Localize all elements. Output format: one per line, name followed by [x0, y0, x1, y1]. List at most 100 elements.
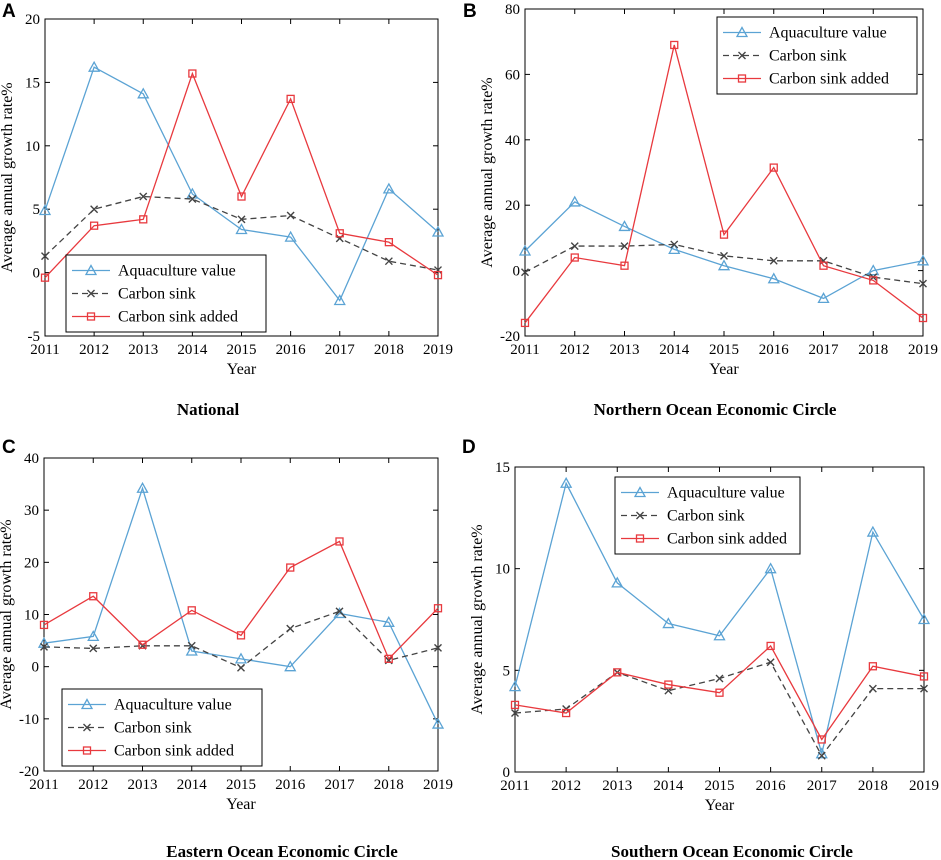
- legend-label: Aquaculture value: [114, 697, 232, 714]
- legend-marker: [735, 26, 749, 38]
- data-point: [139, 215, 148, 224]
- data-point: [188, 69, 197, 78]
- series-aquaculture: [518, 195, 930, 304]
- y-axis-label: Average annual growth rate%: [479, 77, 496, 267]
- legend-entry: Carbon sink: [621, 508, 745, 525]
- legend-label: Carbon sink added: [667, 531, 787, 548]
- y-tick-label: 0: [33, 266, 41, 282]
- legend-box: [65, 254, 267, 333]
- data-point: [866, 525, 879, 537]
- data-point: [384, 654, 393, 663]
- data-point: [186, 187, 199, 199]
- data-point: [670, 40, 679, 50]
- y-tick-label: 0: [503, 765, 511, 781]
- data-point: [662, 617, 675, 629]
- legend-label: Carbon sink added: [769, 71, 889, 88]
- y-tick-label: 80: [505, 2, 520, 18]
- x-tick-label: 2011: [29, 777, 58, 793]
- x-tick-label: 2012: [551, 778, 581, 794]
- data-point: [335, 229, 344, 238]
- data-point: [713, 629, 726, 641]
- data-point: [511, 709, 519, 718]
- data-point: [510, 700, 520, 710]
- panel-b: B -20 0 20 40 60 80 2011 2012 2013 2014 2015 2016 201…: [463, 1, 938, 419]
- x-tick-label: 2019: [909, 778, 939, 794]
- y-tick-label: 0: [32, 660, 40, 676]
- y-tick-label: -10: [19, 712, 39, 728]
- data-point: [919, 672, 929, 681]
- legend-marker: [635, 534, 645, 543]
- data-point: [561, 708, 571, 718]
- y-tick-label: 5: [503, 663, 511, 679]
- data-point: [819, 261, 828, 270]
- series-carbon-sink: [521, 240, 927, 288]
- data-point: [917, 613, 931, 625]
- legend-marker: [737, 74, 747, 83]
- data-point: [715, 688, 724, 697]
- data-point: [431, 717, 445, 729]
- y-tick-label: 15: [495, 460, 510, 476]
- legend-entry: Carbon sink: [68, 720, 192, 737]
- data-point: [867, 264, 880, 276]
- series-line: [524, 243, 924, 285]
- data-point: [136, 481, 149, 493]
- data-point: [333, 294, 346, 306]
- x-tick-label: 2016: [759, 342, 790, 358]
- data-point: [766, 641, 775, 651]
- panel-letter: C: [2, 437, 16, 458]
- data-point: [335, 234, 344, 243]
- data-point: [769, 163, 778, 172]
- data-point: [382, 615, 395, 627]
- series-line: [44, 71, 439, 279]
- y-tick-label: 20: [25, 12, 40, 28]
- data-point: [521, 268, 529, 277]
- legend-marker: [636, 511, 644, 520]
- data-point: [335, 607, 344, 616]
- data-point: [570, 242, 579, 251]
- y-tick-label: 20: [24, 555, 39, 571]
- y-tick-label: 15: [25, 75, 40, 91]
- data-point: [187, 641, 196, 650]
- data-point: [434, 643, 442, 652]
- x-tick-label: 2013: [602, 778, 632, 794]
- legend-entry: Aquaculture value: [72, 263, 236, 280]
- data-point: [764, 562, 777, 574]
- series-line: [514, 644, 925, 741]
- data-point: [433, 604, 443, 613]
- legend-label: Aquaculture value: [118, 263, 236, 280]
- legend-entry: Aquaculture value: [621, 485, 785, 502]
- data-point: [769, 256, 778, 265]
- data-point: [611, 576, 624, 588]
- data-point: [237, 192, 246, 201]
- data-point: [620, 242, 629, 251]
- y-tick-label: 5: [33, 202, 41, 218]
- x-tick-label: 2019: [423, 342, 453, 358]
- data-point: [817, 751, 826, 760]
- panel-letter: D: [462, 437, 476, 458]
- legend-label: Carbon sink: [118, 286, 196, 303]
- panel-subtitle: Eastern Ocean Economic Circle: [166, 842, 398, 860]
- data-point: [520, 318, 530, 328]
- data-point: [508, 680, 522, 692]
- x-tick-label: 2011: [510, 342, 539, 358]
- x-tick-label: 2017: [807, 778, 838, 794]
- data-point: [234, 652, 248, 664]
- x-tick-label: 2016: [276, 342, 307, 358]
- legend-label: Carbon sink added: [118, 309, 238, 326]
- data-point: [384, 238, 394, 247]
- x-tick-label: 2018: [374, 342, 404, 358]
- data-point: [916, 254, 930, 266]
- data-point: [518, 244, 532, 256]
- x-tick-label: 2017: [809, 342, 840, 358]
- x-tick-label: 2012: [78, 777, 108, 793]
- series-line: [514, 481, 925, 754]
- data-point: [286, 563, 295, 572]
- x-tick-label: 2012: [79, 342, 109, 358]
- legend-entry: Aquaculture value: [723, 25, 887, 42]
- data-point: [284, 660, 297, 672]
- x-tick-label: 2014: [653, 778, 684, 794]
- y-tick-label: 10: [24, 608, 39, 624]
- legend-entry: Carbon sink added: [621, 531, 787, 548]
- data-point: [919, 279, 927, 288]
